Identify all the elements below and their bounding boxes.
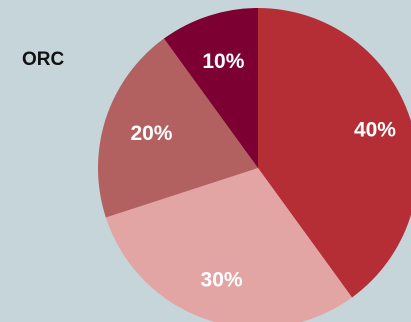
pie-slice-1 — [258, 8, 411, 298]
pie-slice-label-4: 10% — [202, 50, 244, 73]
pie-slices — [97, 8, 411, 322]
pie-slice-label-2: 30% — [201, 269, 243, 292]
pie-labels: 40% 30% 20% 10% — [130, 50, 396, 292]
pie-slice-label-3: 20% — [130, 122, 172, 145]
pie-slice-3 — [97, 38, 258, 218]
pie-slice-2 — [105, 168, 353, 322]
pie-slice-4 — [163, 8, 258, 168]
pie-slice-label-1: 40% — [354, 118, 396, 141]
chart-title: ORC — [22, 49, 65, 70]
